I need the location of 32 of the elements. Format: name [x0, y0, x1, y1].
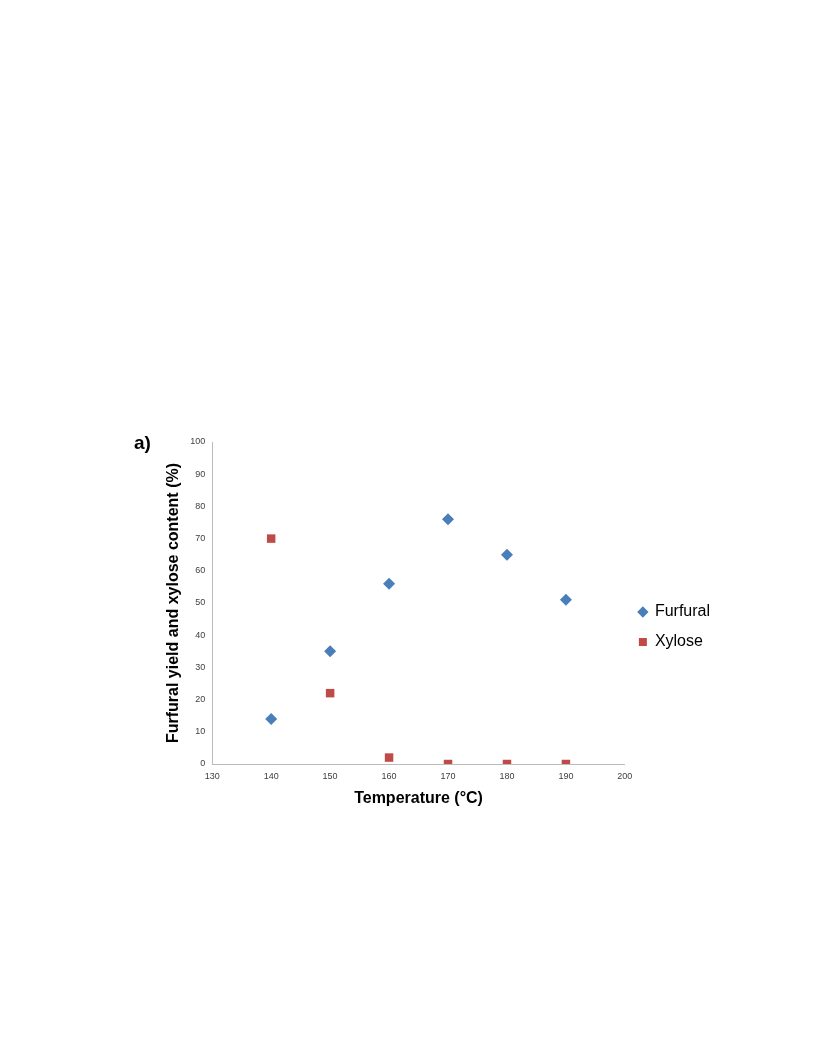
y-tick-label: 100 — [190, 436, 206, 447]
point — [442, 513, 455, 526]
legend-label: Xylose — [654, 632, 703, 650]
text: a) — [134, 431, 151, 453]
y-tick-label: 90 — [195, 468, 206, 479]
y-tick-label: 0 — [200, 758, 206, 769]
x-axis-title: Temperature (°C) — [354, 788, 483, 806]
x-tick-label: 130 — [204, 770, 220, 781]
legend-label: Furfural — [654, 602, 710, 620]
y-tick-label: 60 — [195, 565, 206, 576]
point — [383, 577, 396, 590]
point — [500, 548, 513, 561]
y-tick-label: 20 — [195, 694, 206, 705]
y-tick-label: 10 — [195, 726, 206, 737]
point — [265, 712, 278, 725]
y-tick-label: 70 — [195, 533, 206, 544]
x-tick-label: 180 — [499, 770, 515, 781]
y-tick-label: 30 — [195, 661, 206, 672]
x-tick-label: 160 — [381, 770, 397, 781]
point — [324, 645, 337, 658]
x-tick-label: 170 — [440, 770, 456, 781]
x-tick-label: 190 — [558, 770, 574, 781]
y-axis-title: Furfural yield and xylose content (%) — [164, 462, 182, 744]
y-tick-label: 80 — [195, 500, 206, 511]
x-tick-label: 140 — [263, 770, 279, 781]
x-tick-label: 200 — [617, 770, 633, 781]
y-tick-label: 40 — [195, 629, 206, 640]
y-tick-label: 50 — [195, 597, 206, 608]
point — [384, 753, 394, 762]
x-tick-label: 150 — [322, 770, 338, 781]
point — [559, 593, 572, 606]
point — [266, 534, 276, 543]
